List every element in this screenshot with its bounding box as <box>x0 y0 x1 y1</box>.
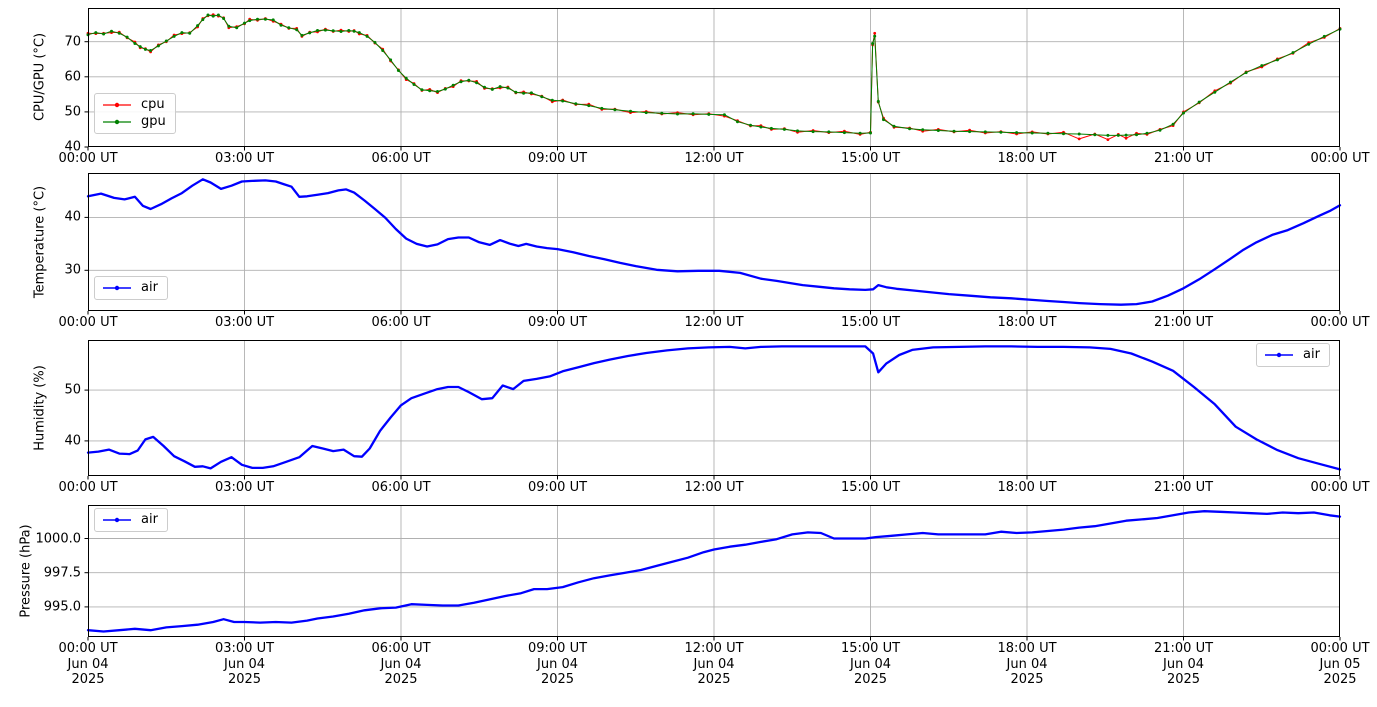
x-tick-label: 00:00 UT <box>1310 480 1370 495</box>
x-tick-label: 06:00 UT <box>371 480 431 495</box>
legend-line-sample-air <box>103 517 131 523</box>
temperature-plot-area <box>84 173 1342 315</box>
legend-line-sample-gpu <box>103 119 131 125</box>
y-tick-label: 30 <box>64 262 81 278</box>
x-tick-label: 15:00 UT <box>840 151 901 166</box>
pressure-legend: air <box>94 508 168 532</box>
x-tick-label: 00:00 UT <box>1310 315 1370 330</box>
x-tick-label: 15:00 UT Jun 04 2025 <box>840 641 901 687</box>
y-tick-label: 997.5 <box>43 565 81 581</box>
legend-label: air <box>141 280 158 295</box>
x-tick-label: 00:00 UT Jun 05 2025 <box>1310 641 1370 687</box>
x-tick-label: 12:00 UT <box>684 151 744 166</box>
cpu-gpu-legend: cpu gpu <box>94 93 176 134</box>
legend-label: air <box>141 512 158 527</box>
ylabel-humidity: Humidity (%) <box>32 365 48 451</box>
ylabel-pressure: Pressure (hPa) <box>18 524 34 618</box>
x-tick-label: 21:00 UT Jun 04 2025 <box>1153 641 1214 687</box>
x-tick-label: 03:00 UT Jun 04 2025 <box>214 641 275 687</box>
y-tick-label: 1000.0 <box>35 531 82 546</box>
ylabel-cpu-gpu: CPU/GPU (°C) <box>32 32 48 122</box>
y-tick-label: 70 <box>64 34 81 50</box>
x-tick-label: 03:00 UT <box>214 480 275 495</box>
axes-frame <box>88 173 1340 311</box>
legend-label: air <box>1303 347 1320 362</box>
x-tick-label: 15:00 UT <box>840 315 901 330</box>
series-air-line <box>86 510 1342 633</box>
legend-line-sample-air <box>1265 352 1293 358</box>
y-tick-label: 40 <box>64 139 81 155</box>
x-tick-label: 09:00 UT <box>527 151 588 166</box>
series-air-line <box>86 178 1342 306</box>
series-air-line <box>86 345 1342 471</box>
y-tick-label: 50 <box>64 104 81 120</box>
legend-entry-cpu: cpu <box>102 98 166 112</box>
y-tick-label: 995.0 <box>43 599 81 615</box>
x-tick-label: 00:00 UT <box>58 315 118 330</box>
x-tick-label: 21:00 UT <box>1153 151 1214 166</box>
x-tick-label: 09:00 UT <box>527 315 588 330</box>
x-tick-label: 03:00 UT <box>214 315 275 330</box>
legend-entry-air: air <box>102 281 158 295</box>
x-tick-label: 18:00 UT <box>997 480 1057 495</box>
legend-label: cpu <box>141 97 165 112</box>
legend-entry-air: air <box>1264 348 1320 362</box>
y-tick-label: 40 <box>64 209 81 225</box>
x-tick-label: 09:00 UT Jun 04 2025 <box>527 641 588 687</box>
axes-frame <box>88 340 1340 476</box>
temperature-legend: air <box>94 276 168 300</box>
x-tick-label: 21:00 UT <box>1153 315 1214 330</box>
cpu-gpu-plot-area <box>84 8 1342 151</box>
pressure-plot-area <box>84 505 1342 641</box>
x-tick-label: 06:00 UT <box>371 151 431 166</box>
legend-entry-air: air <box>102 513 158 527</box>
y-tick-label: 40 <box>64 433 81 449</box>
y-tick-label: 60 <box>64 69 81 85</box>
legend-label: gpu <box>141 114 166 129</box>
legend-line-sample-air <box>103 285 131 291</box>
x-tick-label: 12:00 UT <box>684 315 744 330</box>
legend-line-sample-cpu <box>103 102 131 108</box>
x-tick-label: 18:00 UT Jun 04 2025 <box>997 641 1057 687</box>
x-tick-label: 12:00 UT Jun 04 2025 <box>684 641 744 687</box>
x-tick-label: 15:00 UT <box>840 480 901 495</box>
x-tick-label: 00:00 UT <box>1310 151 1370 166</box>
humidity-legend: air <box>1256 343 1330 367</box>
x-tick-label: 06:00 UT <box>371 315 431 330</box>
x-tick-label: 12:00 UT <box>684 480 744 495</box>
ylabel-temperature: Temperature (°C) <box>32 185 48 299</box>
x-tick-label: 00:00 UT <box>58 480 118 495</box>
axes-frame <box>88 505 1340 637</box>
x-tick-label: 18:00 UT <box>997 315 1057 330</box>
x-tick-label: 18:00 UT <box>997 151 1057 166</box>
x-tick-label: 00:00 UT <box>58 151 118 166</box>
legend-entry-gpu: gpu <box>102 115 166 129</box>
series-gpu-markers <box>86 13 1342 137</box>
x-tick-label: 21:00 UT <box>1153 480 1214 495</box>
axes-frame <box>88 8 1340 147</box>
x-tick-label: 03:00 UT <box>214 151 275 166</box>
humidity-plot-area <box>84 340 1342 480</box>
y-tick-label: 50 <box>64 382 81 398</box>
x-tick-label: 09:00 UT <box>527 480 588 495</box>
x-tick-label: 06:00 UT Jun 04 2025 <box>371 641 431 687</box>
x-tick-label: 00:00 UT Jun 04 2025 <box>58 641 118 687</box>
